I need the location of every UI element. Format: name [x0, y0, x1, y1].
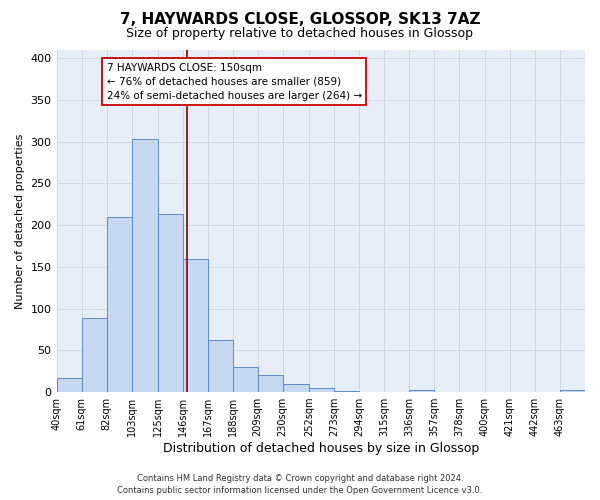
Bar: [409, 390, 434, 392]
Bar: [56, 378, 82, 392]
Bar: [334, 391, 359, 392]
Bar: [183, 258, 208, 392]
Bar: [233, 367, 257, 392]
Bar: [158, 214, 183, 392]
Text: 7 HAYWARDS CLOSE: 150sqm
← 76% of detached houses are smaller (859)
24% of semi-: 7 HAYWARDS CLOSE: 150sqm ← 76% of detach…: [107, 62, 362, 100]
Bar: [131, 140, 158, 392]
Bar: [309, 388, 334, 392]
X-axis label: Distribution of detached houses by size in Glossop: Distribution of detached houses by size …: [163, 442, 479, 455]
Bar: [107, 217, 131, 392]
Bar: [560, 390, 585, 392]
Bar: [82, 318, 107, 392]
Y-axis label: Number of detached properties: Number of detached properties: [15, 134, 25, 308]
Bar: [208, 340, 233, 392]
Text: 7, HAYWARDS CLOSE, GLOSSOP, SK13 7AZ: 7, HAYWARDS CLOSE, GLOSSOP, SK13 7AZ: [120, 12, 480, 28]
Text: Contains HM Land Registry data © Crown copyright and database right 2024.
Contai: Contains HM Land Registry data © Crown c…: [118, 474, 482, 495]
Text: Size of property relative to detached houses in Glossop: Size of property relative to detached ho…: [127, 28, 473, 40]
Bar: [283, 384, 309, 392]
Bar: [257, 376, 283, 392]
